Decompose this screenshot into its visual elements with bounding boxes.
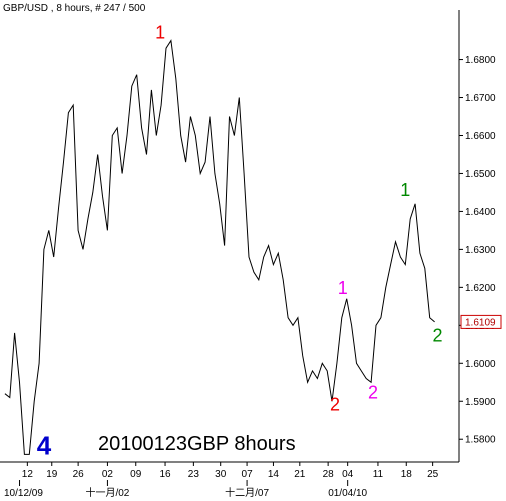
- y-axis: 1.58001.59001.60001.61001.62001.63001.64…: [459, 55, 496, 446]
- last-price-label: 1.6109: [465, 317, 496, 328]
- x-major-label: 十一月/02: [85, 486, 129, 499]
- chart-header: GBP/USD , 8 hours, # 247 / 500: [3, 3, 146, 14]
- x-tick-label: 19: [46, 469, 58, 480]
- x-axis: 12 19 26 02 09 16 23 30 07 14 21 28 04 11 18 25 10/12/09…: [4, 462, 439, 499]
- x-major-label: 十二月/07: [225, 486, 269, 499]
- x-tick-label: 25: [427, 469, 439, 480]
- x-major-label: 10/12/09: [4, 488, 43, 499]
- x-tick-label: 28: [323, 469, 335, 480]
- y-tick-label: 1.6500: [465, 169, 496, 180]
- x-tick-label: 26: [73, 469, 85, 480]
- y-tick-label: 1.6700: [465, 93, 496, 104]
- x-tick-label: 14: [268, 469, 280, 480]
- y-tick-label: 1.6200: [465, 283, 496, 294]
- price-series-line: [4, 39, 435, 455]
- wave-label: 4: [37, 430, 52, 460]
- y-tick-label: 1.6000: [465, 359, 496, 370]
- x-tick-label: 30: [215, 469, 227, 480]
- series-layer: [4, 39, 435, 455]
- last-price-box: [460, 314, 502, 329]
- y-tick-label: 1.6400: [465, 207, 496, 218]
- last-price-marker: 1.6109: [460, 314, 502, 329]
- wave-label: 1: [338, 278, 348, 298]
- y-tick-label: 1.5900: [465, 397, 496, 408]
- x-tick-label: 04: [342, 469, 354, 480]
- x-tick-label: 02: [102, 469, 114, 480]
- x-tick-label: 12: [22, 469, 34, 480]
- y-tick-label: 1.6800: [465, 55, 496, 66]
- x-tick-label: 09: [130, 469, 142, 480]
- x-tick-label: 11: [373, 469, 384, 480]
- wave-label: 2: [330, 395, 340, 415]
- x-major-label: 01/04/10: [328, 488, 367, 499]
- wave-labels: 1 2 1 2 1 2 4: [37, 23, 443, 461]
- x-tick-label: 18: [401, 469, 413, 480]
- x-tick-label: 16: [159, 469, 171, 480]
- x-tick-label: 23: [188, 469, 200, 480]
- y-tick-label: 1.6300: [465, 245, 496, 256]
- y-tick-label: 1.5800: [465, 435, 496, 446]
- chart-watermark: 20100123GBP 8hours: [98, 433, 296, 455]
- wave-label: 1: [155, 23, 165, 43]
- wave-label: 2: [368, 383, 378, 403]
- x-tick-label: 21: [294, 469, 306, 480]
- wave-label: 2: [433, 326, 443, 346]
- wave-label: 1: [400, 180, 410, 200]
- y-tick-label: 1.6600: [465, 131, 496, 142]
- x-tick-label: 07: [242, 469, 254, 480]
